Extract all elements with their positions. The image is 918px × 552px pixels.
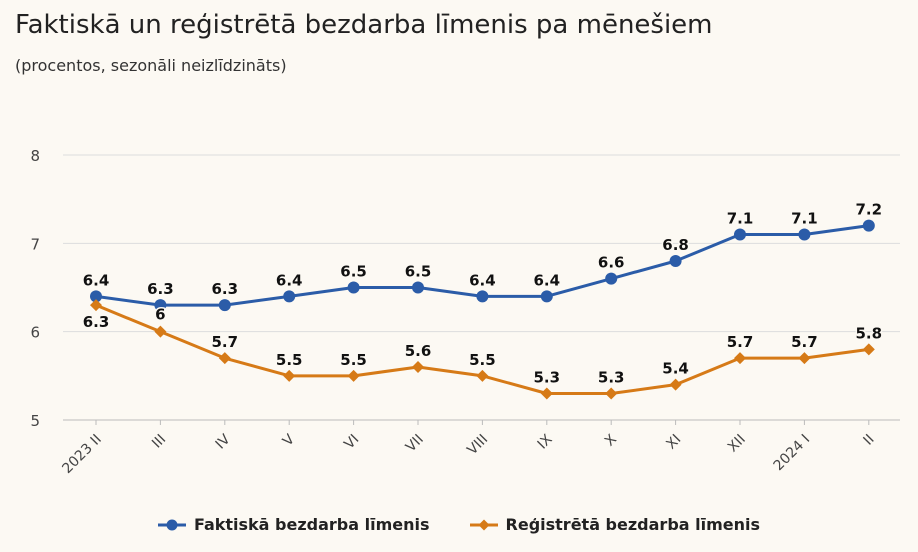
data-point-series-1 bbox=[218, 299, 231, 312]
data-label-series-1: 6.3 bbox=[212, 280, 239, 298]
data-label-series-1: 6.4 bbox=[276, 271, 303, 289]
x-tick-label: III bbox=[149, 432, 169, 452]
data-label-series-1: 6.4 bbox=[469, 271, 496, 289]
data-point-series-1 bbox=[412, 281, 424, 294]
data-point-series-1 bbox=[734, 228, 746, 241]
data-label-series-1: 6.5 bbox=[340, 263, 367, 281]
x-tick-label: VI bbox=[341, 432, 362, 453]
data-point-series-1 bbox=[862, 219, 875, 232]
y-tick-label: 6 bbox=[30, 324, 40, 342]
x-tick-label: X bbox=[602, 431, 620, 449]
data-point-series-2 bbox=[347, 369, 360, 382]
x-tick-label: 2024 I bbox=[771, 432, 814, 475]
data-label-series-2: 5.7 bbox=[791, 333, 818, 351]
legend: Faktiskā bezdarba līmenis Reģistrētā bez… bbox=[0, 515, 918, 534]
y-tick-label: 7 bbox=[30, 235, 40, 253]
data-point-series-2 bbox=[218, 352, 231, 365]
x-tick-label: XI bbox=[663, 432, 684, 453]
data-point-series-1 bbox=[283, 290, 296, 303]
data-label-series-2: 5.6 bbox=[405, 342, 432, 360]
data-label-series-1: 7.2 bbox=[856, 201, 883, 219]
data-label-series-1: 6.4 bbox=[83, 271, 110, 289]
data-point-series-2 bbox=[605, 387, 618, 400]
data-point-series-1 bbox=[669, 255, 682, 267]
x-tick-label: 2023 II bbox=[59, 432, 104, 477]
data-label-series-1: 6.6 bbox=[598, 254, 625, 272]
data-label-series-2: 6.3 bbox=[83, 313, 110, 331]
data-label-series-1: 7.1 bbox=[791, 210, 818, 228]
x-tick-label: IX bbox=[535, 431, 556, 452]
data-label-series-2: 5.5 bbox=[276, 351, 303, 369]
legend-label-series-1: Faktiskā bezdarba līmenis bbox=[193, 515, 430, 534]
data-label-series-1: 6.4 bbox=[534, 271, 561, 289]
data-label-series-2: 5.7 bbox=[727, 333, 754, 351]
data-label-series-2: 5.5 bbox=[340, 351, 367, 369]
data-label-series-1: 6.5 bbox=[405, 263, 432, 281]
data-point-series-2 bbox=[283, 369, 296, 382]
data-point-series-1 bbox=[476, 290, 489, 303]
data-label-series-2: 5.8 bbox=[856, 324, 883, 342]
data-point-series-2 bbox=[540, 387, 553, 400]
data-label-series-2: 6 bbox=[155, 306, 165, 324]
x-tick-label: IV bbox=[213, 431, 234, 452]
data-label-series-2: 5.5 bbox=[469, 351, 496, 369]
data-point-series-2 bbox=[798, 352, 811, 365]
chart-title: Faktiskā un reģistrētā bezdarba līmenis … bbox=[15, 10, 713, 40]
y-tick-label: 8 bbox=[30, 147, 40, 165]
data-point-series-1 bbox=[798, 228, 811, 241]
data-point-series-2 bbox=[734, 352, 746, 365]
diamond-marker-icon bbox=[469, 519, 498, 530]
data-point-series-1 bbox=[347, 281, 360, 294]
data-point-series-2 bbox=[476, 369, 489, 382]
circle-marker-icon bbox=[157, 519, 186, 530]
x-tick-label: VII bbox=[403, 432, 427, 456]
x-tick-label: VIII bbox=[464, 432, 491, 459]
data-point-series-1 bbox=[154, 299, 167, 312]
chart-subtitle: (procentos, sezonāli neizlīdzināts) bbox=[15, 56, 287, 75]
data-label-series-2: 5.3 bbox=[598, 369, 625, 387]
data-label-series-2: 5.4 bbox=[662, 360, 689, 378]
x-tick-label: V bbox=[280, 431, 298, 449]
x-tick-label: II bbox=[860, 432, 877, 449]
legend-item-series-1[interactable]: Faktiskā bezdarba līmenis bbox=[157, 515, 430, 534]
data-point-series-2 bbox=[412, 361, 424, 373]
data-point-series-2 bbox=[669, 378, 682, 391]
data-label-series-1: 6.8 bbox=[662, 236, 689, 254]
data-label-series-2: 5.3 bbox=[534, 369, 561, 387]
legend-label-series-2: Reģistrētā bezdarba līmenis bbox=[505, 515, 761, 534]
data-point-series-2 bbox=[90, 299, 102, 312]
data-point-series-2 bbox=[862, 343, 875, 356]
x-tick-label: XII bbox=[725, 432, 749, 456]
legend-item-series-2[interactable]: Reģistrētā bezdarba līmenis bbox=[469, 515, 761, 534]
data-label-series-1: 6.3 bbox=[147, 280, 174, 298]
data-point-series-1 bbox=[540, 290, 553, 303]
y-tick-label: 5 bbox=[30, 412, 40, 430]
data-label-series-1: 7.1 bbox=[727, 210, 754, 228]
data-point-series-1 bbox=[605, 272, 618, 285]
data-label-series-2: 5.7 bbox=[212, 333, 239, 351]
data-point-series-2 bbox=[154, 325, 167, 338]
data-point-series-1 bbox=[90, 290, 102, 303]
